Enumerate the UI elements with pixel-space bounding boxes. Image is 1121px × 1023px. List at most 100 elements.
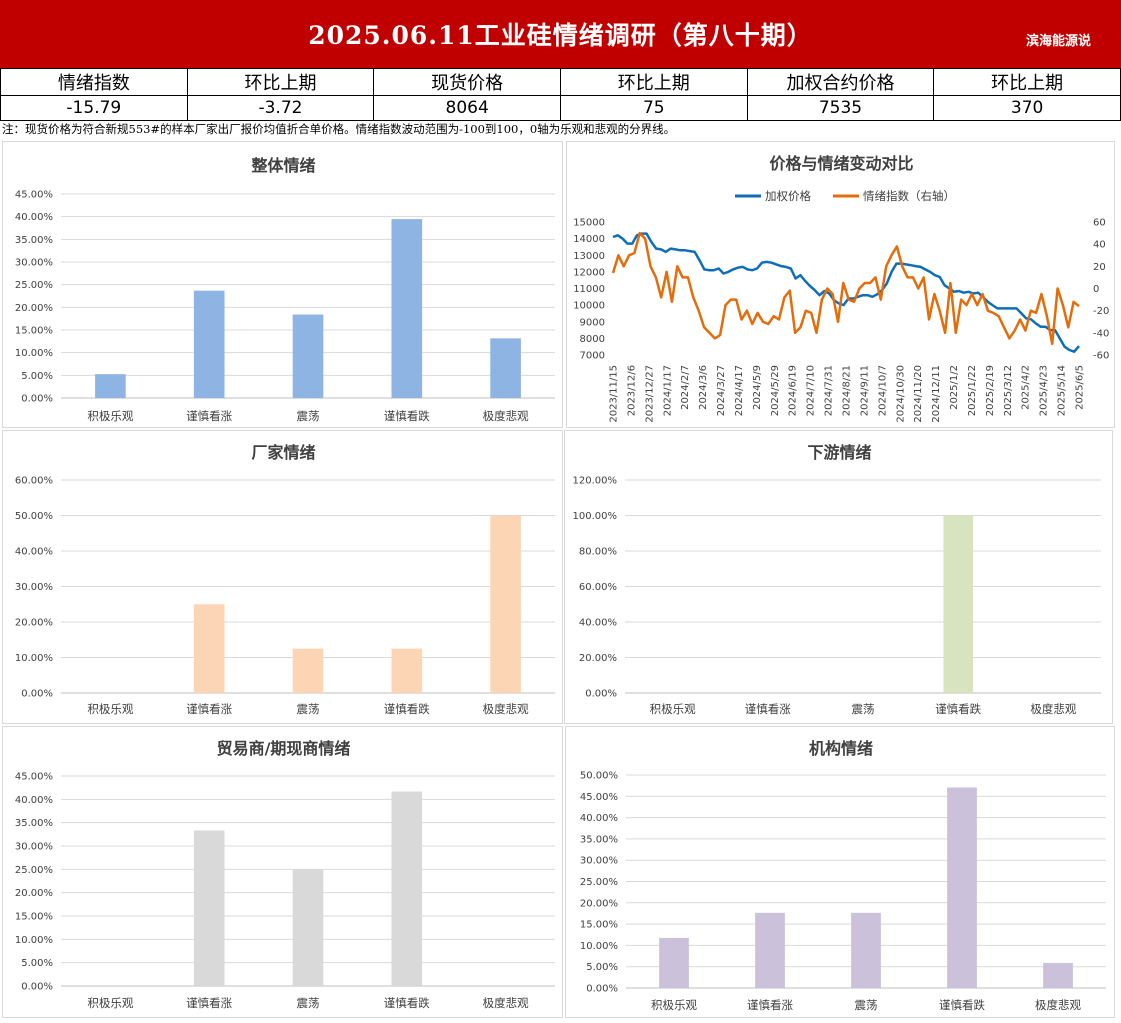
bar <box>193 604 225 693</box>
y-tick-label: 0.00% <box>21 689 53 700</box>
left-y-tick-label: 10000 <box>573 301 605 312</box>
y-tick-label: 50.00% <box>15 511 53 522</box>
summary-value-row: -15.79 -3.72 8064 75 7535 370 <box>0 95 1121 121</box>
summary-header-cell: 环比上期 <box>559 68 748 96</box>
x-tick-label: 2025/2/19 <box>985 365 996 416</box>
x-tick-label: 2023/12/27 <box>644 365 655 423</box>
bar <box>292 314 324 398</box>
x-tick-label: 2025/3/12 <box>1003 365 1014 416</box>
right-y-tick-label: -60 <box>1093 351 1109 362</box>
x-category-label: 积极乐观 <box>87 702 133 716</box>
y-tick-label: 35.00% <box>15 818 53 829</box>
x-category-label: 积极乐观 <box>87 996 133 1010</box>
y-tick-label: 40.00% <box>15 795 53 806</box>
trader-chart-panel: 贸易商/期现商情绪 0.00% 5.00% 10.00% 15.00% 20.00% 25.… <box>2 726 563 1018</box>
bar <box>292 648 324 693</box>
x-tick-label: 2025/4/23 <box>1039 365 1050 416</box>
bar <box>943 515 973 693</box>
x-tick-label: 2025/5/14 <box>1057 365 1068 416</box>
y-tick-label: 10.00% <box>15 348 53 359</box>
left-y-tick-label: 13000 <box>573 251 605 262</box>
series-line <box>611 231 1080 346</box>
x-category-label: 谨慎看跌 <box>384 702 430 716</box>
x-tick-label: 2024/4/17 <box>734 365 745 416</box>
series-line <box>612 232 1080 353</box>
x-category-label: 谨慎看涨 <box>186 996 232 1010</box>
x-tick-label: 2023/11/15 <box>609 365 620 423</box>
summary-value-cell: -15.79 <box>0 95 188 121</box>
y-tick-label: 45.00% <box>580 792 618 803</box>
factory-chart: 厂家情绪 0.00% 10.00% 20.00% 30.00% 40.00% 50.00% 6… <box>15 443 555 716</box>
summary-header-cell: 情绪指数 <box>0 68 188 96</box>
footnote: 注：现货价格为符合新规553#的样本厂家出厂报价均值折合单价格。情绪指数波动范围… <box>2 122 676 136</box>
x-category-label: 震荡 <box>297 996 320 1010</box>
summary-header-cell: 加权合约价格 <box>746 68 935 96</box>
x-tick-label: 2024/3/6 <box>698 365 709 410</box>
y-tick-label: 100.00% <box>573 511 618 522</box>
right-y-tick-label: -20 <box>1093 306 1109 317</box>
y-tick-label: 80.00% <box>579 547 617 558</box>
y-tick-label: 0.00% <box>586 984 618 995</box>
y-tick-label: 60.00% <box>15 476 53 487</box>
x-category-label: 极度悲观 <box>483 702 529 716</box>
right-y-tick-label: 60 <box>1093 218 1106 229</box>
left-y-tick-label: 11000 <box>573 284 605 295</box>
x-tick-label: 2024/8/21 <box>842 365 853 416</box>
brand-label: 滨海能源说 <box>1025 34 1091 49</box>
trader-chart: 贸易商/期现商情绪 0.00% 5.00% 10.00% 15.00% 20.00% 25.… <box>15 739 555 1010</box>
x-tick-label: 2025/1/22 <box>967 365 978 416</box>
right-y-tick-label: 40 <box>1093 240 1106 251</box>
y-tick-label: 35.00% <box>580 834 618 845</box>
x-tick-label: 2024/10/30 <box>895 365 906 423</box>
report-title: 2025.06.11工业硅情绪调研（第八十期） <box>308 21 813 50</box>
y-tick-label: 20.00% <box>15 303 53 314</box>
y-tick-label: 40.00% <box>15 547 53 558</box>
chart-title: 厂家情绪 <box>251 443 315 462</box>
x-category-label: 谨慎看跌 <box>935 702 981 716</box>
y-tick-label: 25.00% <box>15 865 53 876</box>
x-category-label: 谨慎看跌 <box>384 996 430 1010</box>
summary-value-cell: 7535 <box>746 95 935 121</box>
bar <box>391 648 423 693</box>
overall-chart: 整体情绪 0.00% 5.00% 10.00% 15.00% 20.00% 25.00% 30… <box>15 156 555 423</box>
y-tick-label: 20.00% <box>580 898 618 909</box>
x-category-label: 震荡 <box>852 702 875 716</box>
summary-value-cell: 75 <box>559 95 748 121</box>
bar <box>95 374 126 398</box>
y-tick-label: 15.00% <box>580 920 618 931</box>
left-y-tick-label: 7000 <box>580 351 605 362</box>
left-y-tick-label: 12000 <box>573 267 605 278</box>
left-y-tick-label: 9000 <box>580 317 605 328</box>
y-tick-label: 30.00% <box>15 582 53 593</box>
y-tick-label: 120.00% <box>573 476 618 487</box>
x-tick-label: 2024/7/31 <box>824 365 835 416</box>
bar <box>947 787 977 988</box>
y-tick-label: 20.00% <box>15 618 53 629</box>
y-tick-label: 25.00% <box>15 280 53 291</box>
summary-header-cell: 现货价格 <box>373 68 561 96</box>
bar <box>755 912 785 988</box>
x-tick-label: 2024/12/11 <box>931 365 942 423</box>
factory-chart-panel: 厂家情绪 0.00% 10.00% 20.00% 30.00% 40.00% 50.00% 6… <box>2 430 563 724</box>
y-tick-label: 40.00% <box>15 212 53 223</box>
bar <box>659 937 689 988</box>
y-tick-label: 15.00% <box>15 326 53 337</box>
bar <box>391 219 423 398</box>
y-tick-label: 0.00% <box>585 689 617 700</box>
compare-chart-panel: 价格与情绪变动对比 加权价格 情绪指数（右轴） 7000 8000 9000 10000 11… <box>566 141 1115 428</box>
x-category-label: 积极乐观 <box>651 998 697 1012</box>
downstream-chart: 下游情绪 0.00% 20.00% 40.00% 60.00% 80.00% 100.00%… <box>573 443 1101 716</box>
x-category-label: 谨慎看涨 <box>186 702 232 716</box>
bar <box>391 791 423 986</box>
x-tick-label: 2024/5/29 <box>770 365 781 416</box>
x-tick-label: 2024/3/27 <box>716 365 727 416</box>
x-tick-label: 2024/6/19 <box>788 365 799 416</box>
bar <box>193 290 225 398</box>
legend-label: 情绪指数（右轴） <box>863 189 955 203</box>
y-tick-label: 30.00% <box>15 842 53 853</box>
y-tick-label: 45.00% <box>15 772 53 783</box>
right-y-tick-label: 0 <box>1093 284 1099 295</box>
y-tick-label: 30.00% <box>580 856 618 867</box>
y-tick-label: 10.00% <box>580 941 618 952</box>
y-tick-label: 5.00% <box>586 962 618 973</box>
